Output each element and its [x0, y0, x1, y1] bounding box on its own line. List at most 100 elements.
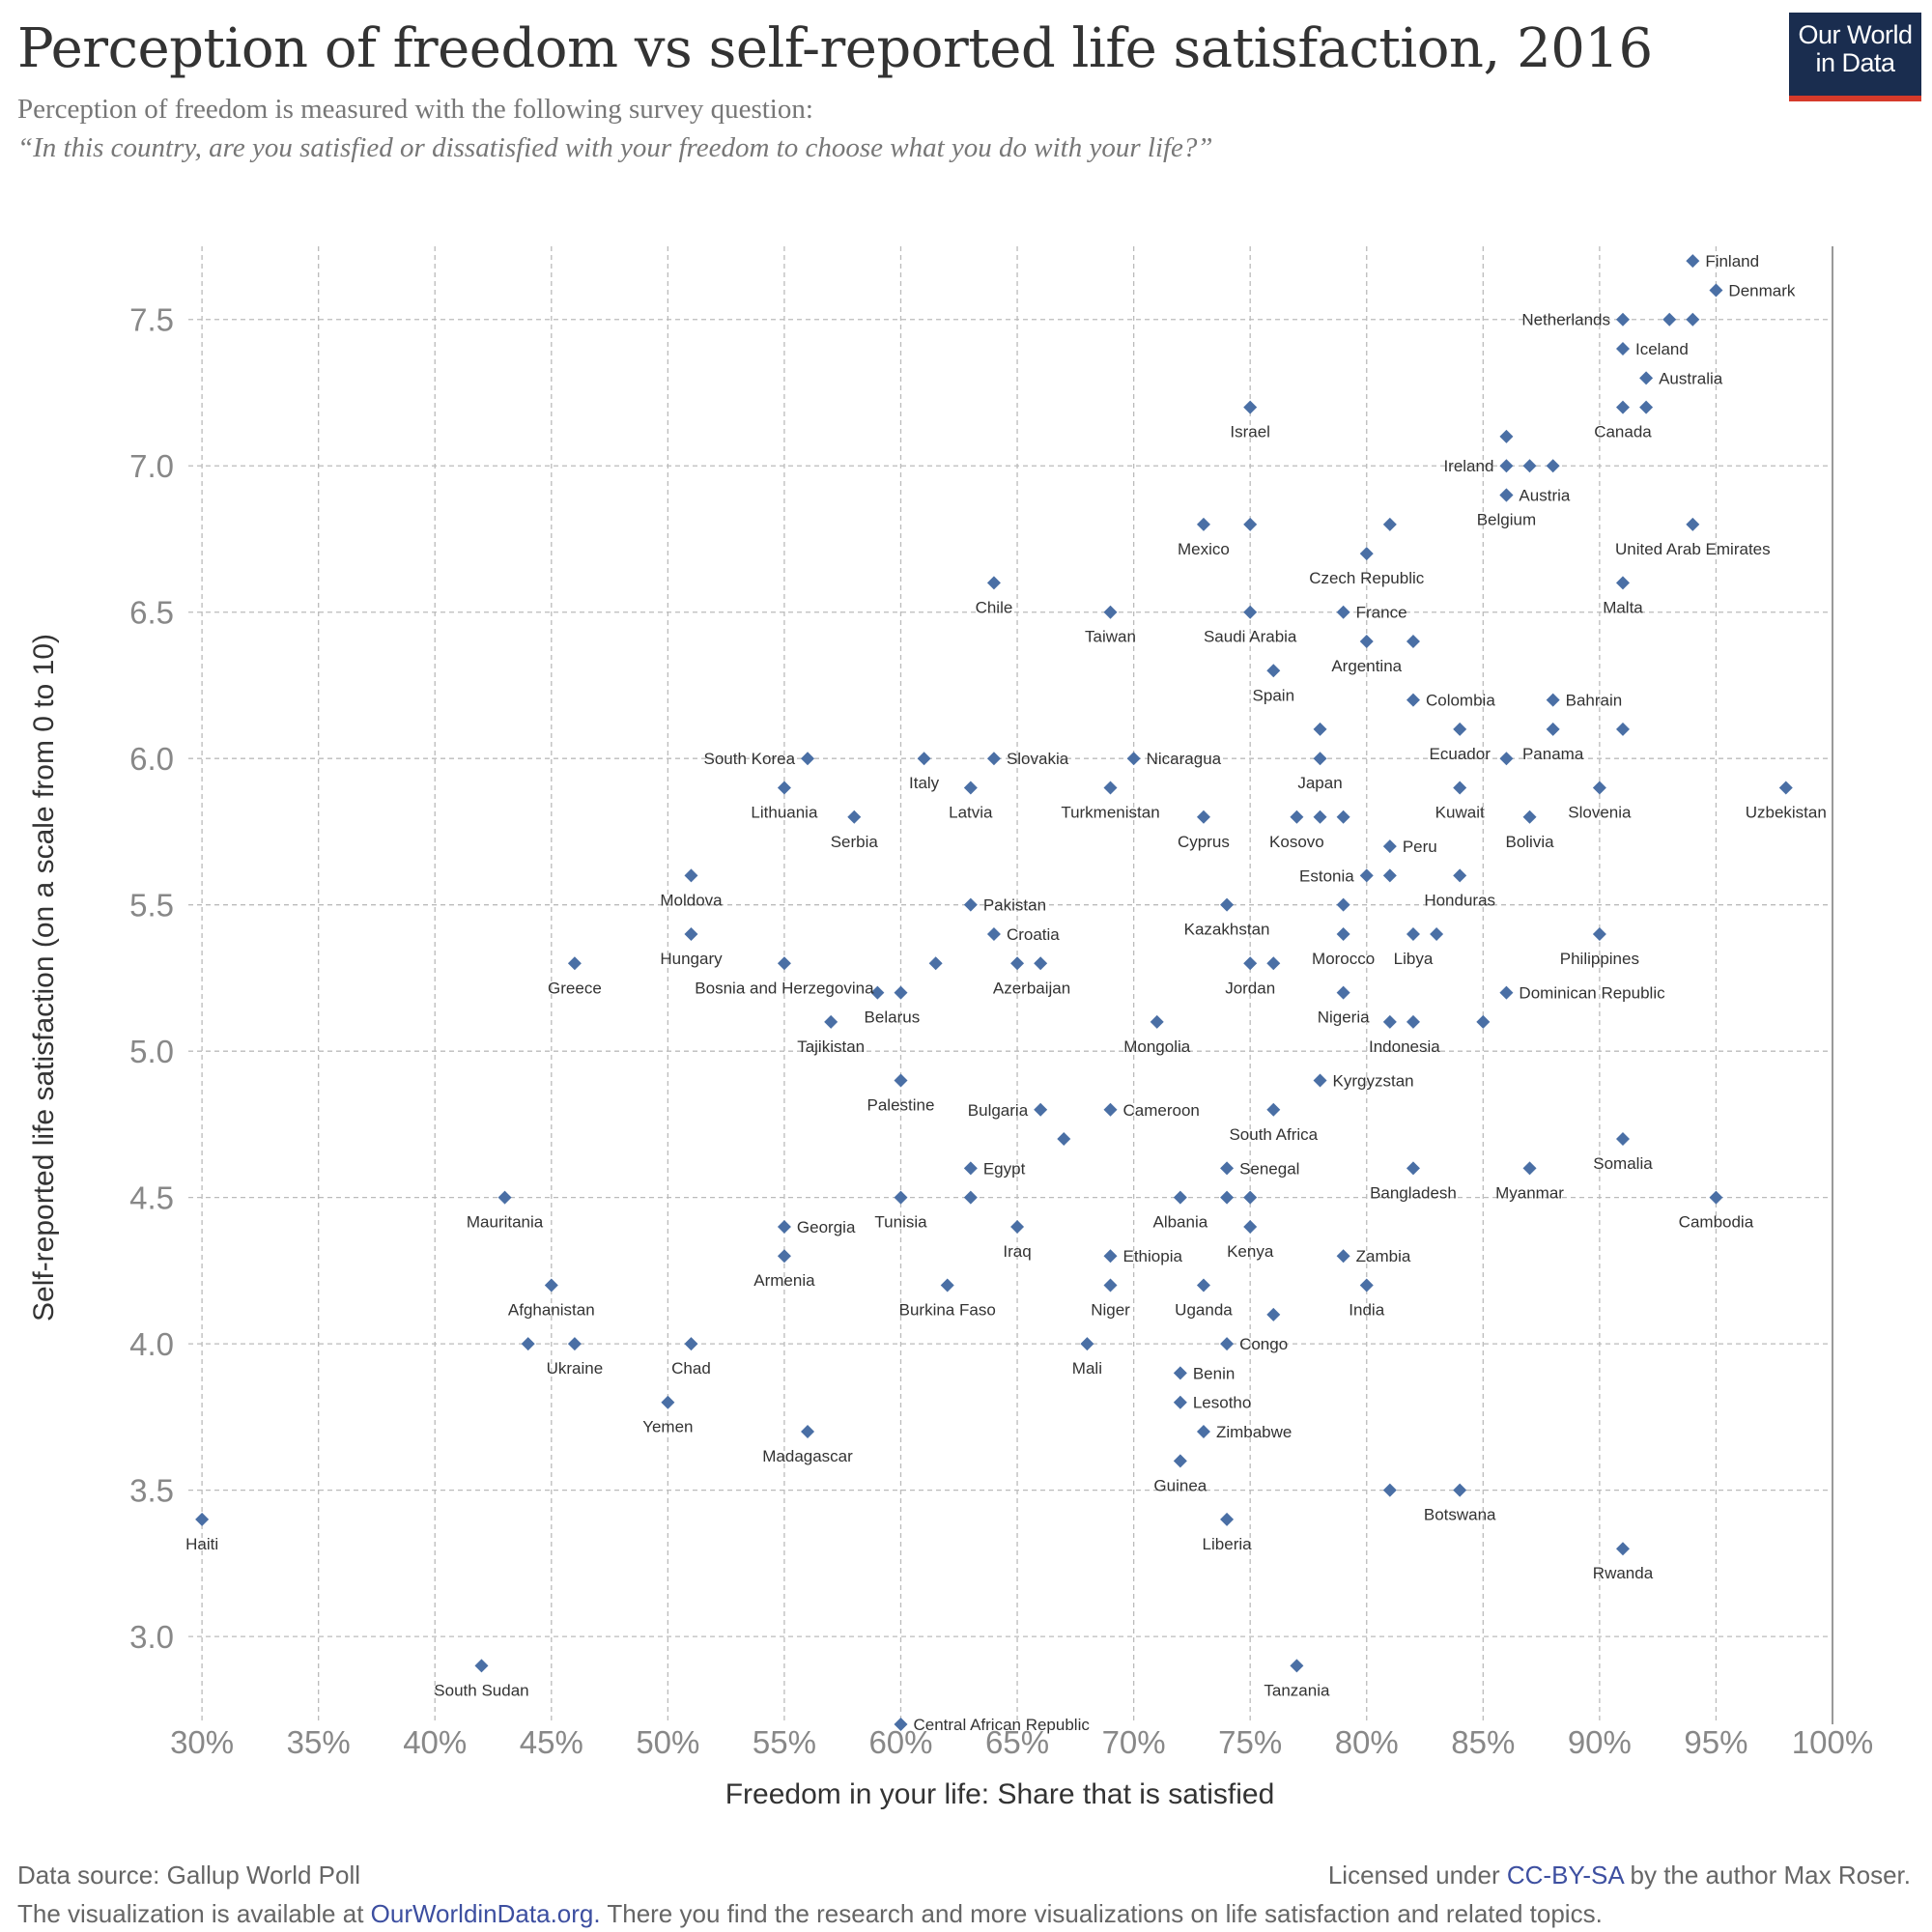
data-point-iraq[interactable]	[1010, 1219, 1025, 1234]
data-point-honduras[interactable]	[1453, 868, 1467, 883]
data-point-ireland[interactable]	[1499, 459, 1514, 473]
data-point-slovakia[interactable]	[986, 752, 1001, 766]
data-point-central-african-republic[interactable]	[894, 1718, 908, 1731]
data-point[interactable]	[1243, 517, 1258, 531]
data-point[interactable]	[1336, 897, 1350, 912]
data-point-south-sudan[interactable]	[474, 1659, 489, 1673]
data-point-tanzania[interactable]	[1290, 1659, 1304, 1673]
data-point-bahrain[interactable]	[1546, 693, 1560, 707]
data-point-moldova[interactable]	[684, 868, 698, 883]
data-point-zambia[interactable]	[1336, 1249, 1350, 1264]
data-point-chad[interactable]	[684, 1337, 698, 1351]
data-point-azerbaijan[interactable]	[1010, 956, 1025, 971]
data-point[interactable]	[1406, 1014, 1420, 1029]
data-point[interactable]	[1499, 752, 1514, 766]
data-point-belarus[interactable]	[870, 985, 885, 1000]
data-point-united-arab-emirates[interactable]	[1686, 517, 1700, 531]
data-point-serbia[interactable]	[847, 810, 862, 824]
data-point[interactable]	[1430, 926, 1444, 941]
data-point-benin[interactable]	[1173, 1366, 1187, 1380]
data-point[interactable]	[1639, 400, 1654, 414]
data-point-liberia[interactable]	[1220, 1512, 1235, 1526]
data-point-cameroon[interactable]	[1103, 1102, 1118, 1117]
data-point-cyprus[interactable]	[1196, 810, 1210, 824]
data-point-myanmar[interactable]	[1522, 1161, 1537, 1176]
data-point-netherlands[interactable]	[1615, 312, 1630, 327]
data-point-madagascar[interactable]	[801, 1425, 815, 1439]
data-point[interactable]	[1034, 956, 1048, 971]
data-point[interactable]	[1313, 722, 1327, 736]
data-point[interactable]	[1615, 722, 1630, 736]
data-point-pakistan[interactable]	[963, 897, 978, 912]
data-point-japan[interactable]	[1313, 752, 1327, 766]
data-point-chile[interactable]	[986, 576, 1001, 590]
data-point-cambodia[interactable]	[1709, 1190, 1723, 1205]
data-point-italy[interactable]	[917, 752, 931, 766]
data-point-nigeria[interactable]	[1336, 985, 1350, 1000]
data-point-morocco[interactable]	[1336, 926, 1350, 941]
data-point-belgium[interactable]	[1499, 488, 1514, 502]
data-point-congo[interactable]	[1220, 1337, 1235, 1351]
data-point[interactable]	[1336, 810, 1350, 824]
data-point-ecuador[interactable]	[1453, 722, 1467, 736]
data-point-kuwait[interactable]	[1453, 781, 1467, 795]
data-point-palestine[interactable]	[894, 1073, 908, 1088]
data-point-kazakhstan[interactable]	[1220, 897, 1235, 912]
data-point-estonia[interactable]	[1359, 868, 1374, 883]
data-point-bolivia[interactable]	[1522, 810, 1537, 824]
data-point-burkina-faso[interactable]	[940, 1278, 954, 1293]
data-point-turkmenistan[interactable]	[1103, 781, 1118, 795]
data-point[interactable]	[894, 985, 908, 1000]
data-point-latvia[interactable]	[963, 781, 978, 795]
data-point[interactable]	[1662, 312, 1677, 327]
data-point[interactable]	[1266, 956, 1281, 971]
data-point-argentina[interactable]	[1359, 635, 1374, 649]
data-point-armenia[interactable]	[777, 1249, 791, 1264]
data-point-uzbekistan[interactable]	[1778, 781, 1793, 795]
data-point[interactable]	[1220, 1190, 1235, 1205]
data-point-kyrgyzstan[interactable]	[1313, 1073, 1327, 1088]
data-point-uganda[interactable]	[1196, 1278, 1210, 1293]
data-point-hungary[interactable]	[684, 926, 698, 941]
data-point-australia[interactable]	[1639, 371, 1654, 385]
data-point-greece[interactable]	[567, 956, 582, 971]
data-point-czech-republic[interactable]	[1359, 547, 1374, 561]
data-point[interactable]	[1476, 1014, 1491, 1029]
owid-link[interactable]: OurWorldinData.org.	[370, 1899, 601, 1928]
data-point-bosnia-and-herzegovina[interactable]	[777, 956, 791, 971]
data-point-guinea[interactable]	[1173, 1454, 1187, 1468]
data-point-nicaragua[interactable]	[1126, 752, 1141, 766]
data-point-kosovo[interactable]	[1290, 810, 1304, 824]
data-point-albania[interactable]	[1173, 1190, 1187, 1205]
data-point-dominican-republic[interactable]	[1499, 985, 1514, 1000]
data-point-yemen[interactable]	[661, 1395, 675, 1409]
data-point-libya[interactable]	[1406, 926, 1420, 941]
data-point-lesotho[interactable]	[1173, 1395, 1187, 1409]
data-point[interactable]	[1686, 312, 1700, 327]
data-point[interactable]	[1243, 1190, 1258, 1205]
data-point-denmark[interactable]	[1709, 283, 1723, 298]
data-point[interactable]	[1266, 1307, 1281, 1321]
data-point-haiti[interactable]	[195, 1512, 210, 1526]
data-point-ukraine[interactable]	[567, 1337, 582, 1351]
data-point-israel[interactable]	[1243, 400, 1258, 414]
data-point-bulgaria[interactable]	[1034, 1102, 1048, 1117]
data-point-kenya[interactable]	[1243, 1219, 1258, 1234]
our-world-in-data-logo[interactable]: Our World in Data	[1789, 13, 1921, 101]
data-point-france[interactable]	[1336, 605, 1350, 619]
data-point-bangladesh[interactable]	[1406, 1161, 1420, 1176]
data-point-ethiopia[interactable]	[1103, 1249, 1118, 1264]
data-point-iceland[interactable]	[1615, 342, 1630, 356]
data-point-mauritania[interactable]	[497, 1190, 512, 1205]
data-point-georgia[interactable]	[777, 1219, 791, 1234]
data-point[interactable]	[1522, 459, 1537, 473]
data-point[interactable]	[1499, 429, 1514, 443]
data-point[interactable]	[1382, 1483, 1397, 1497]
data-point-mongolia[interactable]	[1150, 1014, 1164, 1029]
data-point-croatia[interactable]	[986, 926, 1001, 941]
data-point-taiwan[interactable]	[1103, 605, 1118, 619]
data-point[interactable]	[1546, 459, 1560, 473]
data-point-colombia[interactable]	[1406, 693, 1420, 707]
data-point-spain[interactable]	[1266, 664, 1281, 678]
data-point-canada[interactable]	[1615, 400, 1630, 414]
